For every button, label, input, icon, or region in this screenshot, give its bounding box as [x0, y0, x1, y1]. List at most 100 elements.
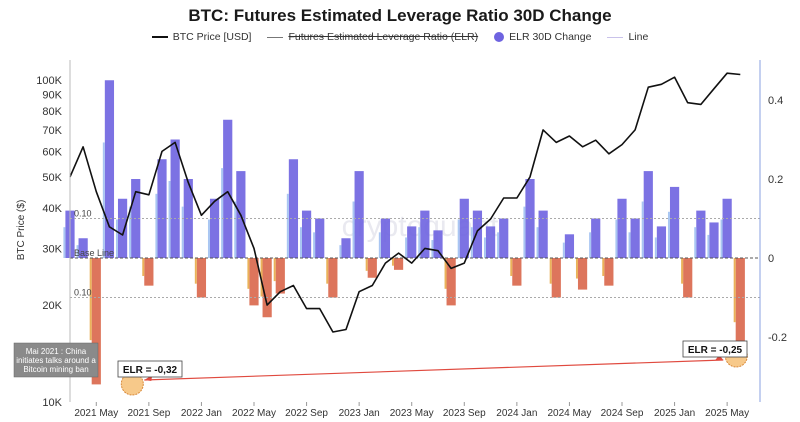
elr-bar — [591, 218, 601, 258]
y-left-tick-label: 100K — [36, 75, 62, 87]
y-left-tick-label: 90K — [42, 90, 62, 102]
annotations: ELR = -0,32 ELR = -0,25 Mai 2021 : Chinain… — [13, 340, 748, 396]
elr-bar — [354, 171, 364, 258]
legend-swatch-elr — [267, 36, 284, 38]
elr-bar — [420, 210, 430, 258]
elr-bar — [196, 258, 207, 298]
elr-bar — [604, 258, 614, 286]
elr-bar — [683, 258, 693, 298]
label-box-2025 — [682, 340, 748, 358]
elr-bar-shade — [575, 258, 578, 279]
elr-bar — [564, 234, 575, 258]
elr-bar-shade — [326, 258, 329, 284]
elr-bar-shade — [378, 232, 381, 258]
legend-item-elr-change[interactable]: ELR 30D Change — [494, 31, 591, 43]
y-left-tick-label: 70K — [42, 125, 62, 137]
elr-bar — [275, 258, 285, 294]
elr-bar — [735, 258, 745, 357]
label-box-2021 — [117, 360, 183, 378]
reference-line-label: Base Line — [74, 248, 114, 258]
elr-bar-shade — [221, 168, 224, 258]
elr-bar — [459, 198, 469, 258]
elr-bar — [485, 226, 496, 258]
x-tick-label: 2023 Sep — [443, 408, 486, 419]
elr-bar-shade — [667, 211, 670, 258]
x-tick-label: 2025 Jan — [654, 408, 695, 419]
note-box — [13, 342, 99, 378]
elr-bar — [367, 258, 377, 278]
note-line: initiates talks around a — [16, 356, 96, 365]
note-line: Bitcoin mining ban — [23, 365, 88, 374]
chart-legend: BTC Price [USD] Futures Estimated Levera… — [0, 31, 800, 43]
elr-bar-shade — [260, 258, 263, 297]
elr-bar-shade — [444, 258, 447, 289]
elr-bar-shade — [365, 258, 368, 271]
elr-bar — [117, 198, 128, 258]
elr-bar — [669, 186, 680, 258]
arrow-head-right — [715, 355, 724, 360]
label-elr-2021: ELR = -0,32 — [123, 365, 178, 376]
elr-bar-shade — [247, 258, 250, 289]
elr-bar — [656, 226, 667, 258]
elr-bar — [472, 210, 483, 258]
legend-label-price: BTC Price [USD] — [172, 31, 252, 43]
elr-bar-shade — [168, 180, 171, 258]
elr-bar-shade — [207, 219, 210, 258]
elr-bar-shade — [115, 219, 118, 258]
elr-bar-shade — [562, 242, 565, 258]
y-left-tick-label: 40K — [42, 203, 62, 215]
x-tick-label: 2022 Jan — [181, 408, 222, 419]
x-tick-label: 2024 Jan — [496, 408, 537, 419]
elr-bar-shade — [707, 234, 710, 258]
elr-bar-shade — [681, 258, 684, 284]
elr-bar — [301, 210, 312, 258]
legend-swatch-line — [607, 36, 624, 38]
elr-bar-shade — [142, 258, 145, 276]
elr-bar-shade — [589, 232, 592, 258]
legend-label-elr-change: ELR 30D Change — [509, 31, 592, 43]
y-left-tick-label: 50K — [42, 172, 62, 184]
elr-bar — [249, 258, 259, 306]
legend-item-price[interactable]: BTC Price [USD] — [151, 31, 252, 43]
elr-bar — [696, 210, 706, 258]
elr-bar — [709, 222, 719, 258]
reference-lines: Base Line 0.10 0.10 — [70, 209, 760, 298]
elr-bar — [577, 258, 588, 290]
elr-bar — [104, 80, 115, 258]
x-tick-label: 2022 Sep — [285, 408, 328, 419]
elr-bar-shade — [483, 237, 486, 258]
elr-bar-shade — [720, 219, 723, 258]
elr-bar-shade — [654, 237, 657, 258]
elr-bar — [157, 159, 167, 258]
reference-line-label: 0.10 — [74, 288, 92, 298]
legend-swatch-price — [151, 36, 168, 38]
elr-bar-shade — [181, 206, 184, 258]
elr-bar — [223, 119, 233, 258]
elr-bar-shade — [194, 258, 197, 284]
elr-bar-shade — [497, 232, 500, 258]
legend-item-line[interactable]: Line — [607, 31, 648, 43]
elr-bar — [78, 238, 88, 258]
note-line: Mai 2021 : China — [26, 347, 87, 356]
btc-price-line — [69, 72, 741, 333]
elr-bar-shade — [602, 258, 605, 276]
x-tick-label: 2021 Sep — [127, 408, 170, 419]
elr-bar — [341, 238, 351, 258]
elr-bar — [643, 171, 653, 258]
elr-bar-shade — [536, 227, 539, 258]
x-tick-label: 2025 May — [705, 408, 749, 419]
y-right-tick-label: 0 — [768, 253, 774, 265]
elr-bar — [551, 258, 561, 298]
legend-item-elr[interactable]: Futures Estimated Leverage Ratio (ELR) — [267, 31, 478, 43]
x-tick-label: 2024 May — [547, 408, 591, 419]
elr-bar-shade — [628, 232, 631, 258]
elr-bar-shade — [405, 237, 408, 258]
elr-bar — [433, 230, 443, 258]
elr-bar — [499, 218, 509, 258]
elr-bar — [315, 218, 325, 258]
elr-bar-shade — [89, 258, 92, 341]
elr-bar-shade — [155, 193, 158, 258]
y-left-tick-label: 80K — [42, 106, 62, 118]
elr-bar-shade — [694, 227, 697, 258]
